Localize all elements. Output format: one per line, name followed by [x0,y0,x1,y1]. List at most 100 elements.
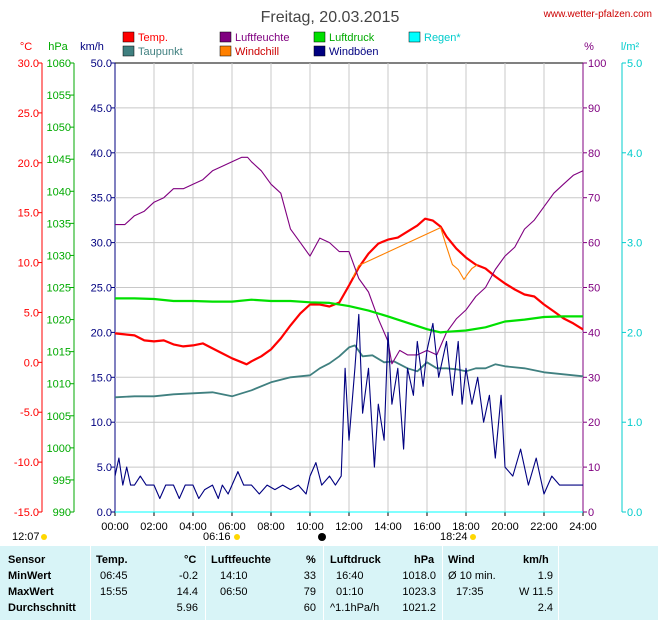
legend-label-rain: Regen* [424,32,461,44]
y-tick-label-wind: 45.0 [91,103,112,115]
y-tick-label-wind: 15.0 [91,372,112,384]
y-tick-label-humidity: 30 [588,372,600,384]
y-tick-label-pressure: 1000 [47,443,71,455]
legend-label-temp: Temp. [138,32,168,44]
y-tick-label-humidity: 60 [588,238,600,250]
y-tick-label-wind: 5.0 [97,462,112,474]
min-wind-time: Ø 10 min. [448,570,496,582]
y-tick-label-humidity: 90 [588,103,600,115]
header-pressure-unit: hPa [414,554,435,566]
header-temp-unit: °C [184,554,197,566]
sunrise-time: 06:16 [203,531,231,543]
avg-press-value: 1021.2 [402,602,436,614]
y-tick-label-rain: 3.0 [627,238,642,250]
y-tick-label-temp: 20.0 [18,158,39,170]
y-tick-label-pressure: 1055 [47,90,71,102]
x-tick-label: 02:00 [140,521,168,533]
y-tick-label-rain: 5.0 [627,58,642,70]
x-tick-label: 22:00 [530,521,558,533]
header-wind: Wind [448,554,475,566]
y-tick-label-temp: 25.0 [18,108,39,120]
series-line-temp- [114,217,584,366]
y-tick-label-temp: 15.0 [18,208,39,220]
min-press-value: 1018.0 [402,570,436,582]
site-link[interactable]: www.wetter-pfalzen.com [543,9,652,20]
x-tick-label: 20:00 [491,521,519,533]
y-tick-label-rain: 0.0 [627,507,642,519]
y-tick-label-pressure: 1015 [47,347,71,359]
series-line-taupunkt [114,344,584,399]
avg-wind-value: 2.4 [537,602,553,614]
legend-label-pressure: Luftdruck [329,32,375,44]
min-temp-time: 06:45 [100,570,128,582]
y-tick-label-pressure: 1050 [47,122,71,134]
y-tick-label-humidity: 0 [588,507,594,519]
legend-swatch-rain [408,31,421,43]
y-tick-label-humidity: 70 [588,193,600,205]
x-tick-label: 12:00 [335,521,363,533]
y-tick-label-rain: 2.0 [627,327,642,339]
y-tick-label-pressure: 1030 [47,250,71,262]
x-tick-label: 00:00 [101,521,129,533]
y-tick-label-wind: 35.0 [91,193,112,205]
x-tick-label: 14:00 [374,521,402,533]
y-tick-label-humidity: 40 [588,327,600,339]
legend-label-dewpoint: Taupunkt [138,46,183,58]
tick-labels: 00:00 02:00 04:00 06:00 08:00 10:00 12:00 14:00… [14,58,642,533]
min-hum-time: 14:10 [220,570,248,582]
y-tick-label-temp: -15.0 [14,507,39,519]
statistics-table: Sensor Temp. °C Luftfeuchte % Luftdruck … [0,546,658,620]
row-label-avg: Durchschnitt [8,602,76,614]
y-tick-label-humidity: 10 [588,462,600,474]
header-humidity-unit: % [306,554,316,566]
sun-noon-time: 12:07 [12,531,40,543]
y-tick-label-pressure: 1010 [47,379,71,391]
legend-swatch-humidity [219,31,232,43]
avg-temp-value: 5.96 [176,602,198,614]
avg-hum-value: 60 [303,602,316,614]
y-tick-label-pressure: 1025 [47,283,71,295]
y-tick-label-wind: 10.0 [91,417,112,429]
y-tick-label-rain: 1.0 [627,417,642,429]
y-tick-label-wind: 0.0 [97,507,112,519]
sun-info: 12:07 06:16 18:24 [12,531,476,543]
sun-noon-icon [41,534,47,540]
weather-chart: Freitag, 20.03.2015 www.wetter-pfalzen.c… [12,9,652,543]
max-press-time: 01:10 [336,586,364,598]
x-tick-label: 18:00 [452,521,480,533]
legend-swatch-temp [122,31,135,43]
header-humidity: Luftfeuchte [211,554,271,566]
series-line-windchill [352,227,479,281]
y-tick-label-rain: 4.0 [627,148,642,160]
unit-temp: °C [20,41,32,53]
max-wind-value: W 11.5 [518,586,553,598]
y-tick-label-pressure: 1045 [47,154,71,166]
legend-swatch-pressure [313,31,326,43]
row-label-min: MinWert [8,570,52,582]
x-tick-label: 04:00 [179,521,207,533]
max-temp-value: 14.4 [176,586,198,598]
header-pressure: Luftdruck [330,554,381,566]
sunset-icon [470,534,476,540]
legend-label-humidity: Luftfeuchte [235,32,289,44]
sunset-time: 18:24 [440,531,468,543]
y-tick-label-temp: 0.0 [24,357,39,369]
legend-label-windchill: Windchill [235,46,279,58]
x-tick-label: 10:00 [296,521,324,533]
y-tick-label-pressure: 995 [53,475,71,487]
y-tick-label-wind: 40.0 [91,148,112,160]
y-tick-label-humidity: 50 [588,283,600,295]
series-line-luftdruck [115,297,583,334]
row-label-max: MaxWert [8,586,54,598]
max-temp-time: 15:55 [100,586,128,598]
y-tick-label-temp: -10.0 [14,457,39,469]
unit-humidity: % [584,41,594,53]
x-tick-label: 06:00 [218,521,246,533]
y-tick-label-temp: -5.0 [20,407,39,419]
max-hum-time: 06:50 [220,586,248,598]
y-tick-label-temp: 5.0 [24,307,39,319]
max-press-value: 1023.3 [402,586,436,598]
header-sensor: Sensor [8,554,46,566]
y-tick-label-pressure: 1005 [47,411,71,423]
header-temp: Temp. [96,554,128,566]
